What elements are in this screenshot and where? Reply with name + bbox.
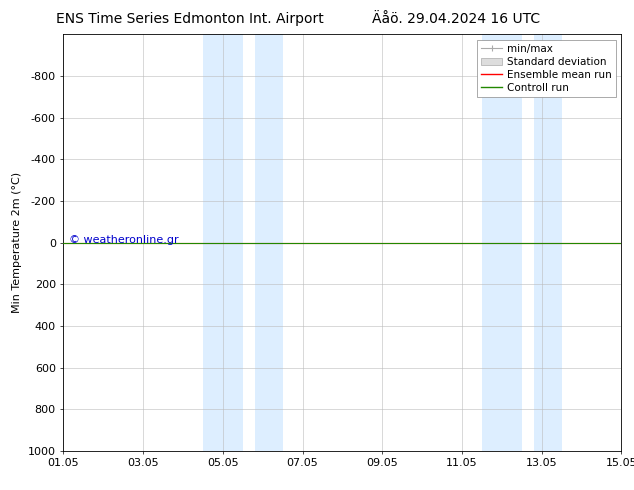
Text: ENS Time Series Edmonton Int. Airport: ENS Time Series Edmonton Int. Airport bbox=[56, 12, 324, 26]
Text: © weatheronline.gr: © weatheronline.gr bbox=[69, 236, 179, 245]
Text: Äåö. 29.04.2024 16 UTC: Äåö. 29.04.2024 16 UTC bbox=[372, 12, 541, 26]
Bar bbox=[482, 34, 522, 451]
Bar bbox=[534, 34, 562, 451]
Bar bbox=[203, 34, 243, 451]
Y-axis label: Min Temperature 2m (°C): Min Temperature 2m (°C) bbox=[12, 172, 22, 313]
Legend: min/max, Standard deviation, Ensemble mean run, Controll run: min/max, Standard deviation, Ensemble me… bbox=[477, 40, 616, 97]
Bar bbox=[255, 34, 283, 451]
